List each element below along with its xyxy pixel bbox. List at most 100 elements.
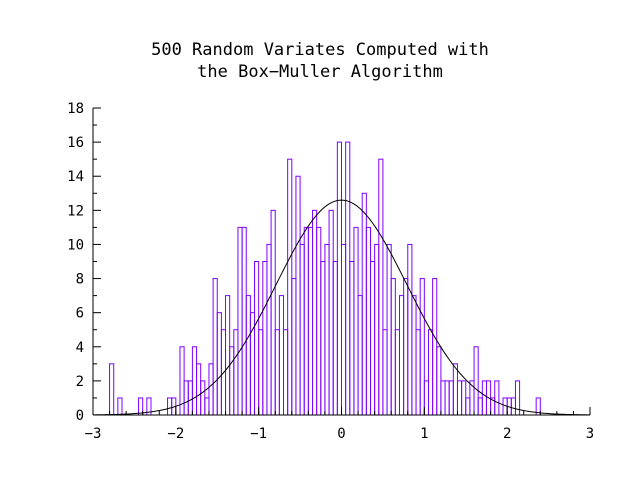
normal-density-curve <box>92 199 591 416</box>
histogram-bar <box>233 329 239 416</box>
histogram-bar <box>494 380 500 416</box>
histogram-bar <box>241 226 247 416</box>
y-tick-label: 6 <box>76 306 84 322</box>
y-tick-label: 14 <box>67 169 84 185</box>
histogram-bar <box>320 261 326 416</box>
histogram-bar <box>386 243 392 416</box>
x-tick-label: −1 <box>250 426 267 442</box>
histogram-bar <box>510 397 516 416</box>
histogram-bar <box>382 329 388 416</box>
histogram-bar <box>349 261 355 416</box>
histogram-bar <box>316 226 322 416</box>
histogram-bar <box>361 192 367 416</box>
histogram-bar <box>423 380 429 416</box>
y-tick-label: 10 <box>67 237 84 253</box>
histogram-bar <box>324 243 330 416</box>
histogram-bar <box>440 380 446 416</box>
histogram-bar <box>266 243 272 416</box>
histogram-bar <box>353 226 359 416</box>
x-tick-label: 1 <box>420 426 428 442</box>
density-curve-layer <box>92 199 591 416</box>
histogram-bar <box>312 209 318 416</box>
histogram-bar <box>208 363 214 416</box>
histogram-bar <box>291 278 297 416</box>
histogram-bar <box>341 243 347 416</box>
histogram-bar <box>258 329 264 416</box>
histogram-bar <box>212 278 218 416</box>
y-tick-label: 0 <box>76 408 84 424</box>
histogram-bar <box>229 346 235 416</box>
x-tick-label: −3 <box>85 426 102 442</box>
y-tick-label: 16 <box>67 135 84 151</box>
histogram-bar <box>254 261 260 416</box>
histogram-bar <box>477 397 483 416</box>
histogram-bar <box>183 380 189 416</box>
histogram-bar <box>419 278 425 416</box>
histogram-bar <box>237 226 243 416</box>
histogram-bar <box>411 295 417 416</box>
histogram-bar <box>481 380 487 416</box>
histogram-bar <box>187 380 193 416</box>
histogram-bar <box>332 261 338 416</box>
histogram-bar <box>270 209 276 416</box>
histogram-bar <box>436 346 442 416</box>
histogram-bar <box>283 329 289 416</box>
histogram-bar <box>262 261 268 416</box>
x-tick-label: 2 <box>503 426 511 442</box>
histogram-bar <box>225 295 231 416</box>
histogram-bar <box>274 329 280 416</box>
chart-title-line-2: the Box−Muller Algorithm <box>197 62 443 82</box>
y-tick-label: 2 <box>76 374 84 390</box>
histogram-bar <box>432 278 438 416</box>
chart-title-line-1: 500 Random Variates Computed with <box>151 40 489 60</box>
histogram-bars <box>109 141 541 416</box>
histogram-bar <box>245 295 251 416</box>
histogram-bar <box>365 226 371 416</box>
histogram-bar <box>287 158 293 416</box>
histogram-bar <box>461 380 467 416</box>
histogram-bar <box>336 141 343 416</box>
histogram-bar <box>448 380 454 416</box>
histogram-bar <box>196 363 202 416</box>
histogram-bar <box>278 295 285 416</box>
histogram-bar <box>328 209 334 416</box>
histogram-bar <box>191 346 198 416</box>
histogram-bar <box>473 346 479 416</box>
histogram-bar <box>200 380 206 416</box>
histogram-bar <box>390 278 396 416</box>
y-tick-label: 12 <box>67 203 84 219</box>
x-tick-label: 3 <box>586 426 594 442</box>
histogram-bar <box>407 243 413 416</box>
histogram-bar <box>109 363 115 416</box>
histogram-bar <box>299 243 305 416</box>
histogram-bar <box>167 397 173 416</box>
histogram-bar <box>216 312 222 416</box>
histogram-bar <box>456 380 463 416</box>
histogram-bar <box>465 397 471 416</box>
histogram-bar <box>369 261 376 416</box>
y-tick-label: 18 <box>67 101 84 117</box>
histogram-bar <box>204 397 210 416</box>
histogram-bar <box>415 329 421 416</box>
histogram-bar <box>117 397 123 416</box>
histogram-bar <box>403 278 409 416</box>
histogram-bar <box>357 295 363 416</box>
histogram-bar <box>394 329 400 416</box>
histogram-bar <box>295 175 301 416</box>
histogram-bar <box>398 295 405 416</box>
y-tick-label: 4 <box>76 340 84 356</box>
x-tick-label: −2 <box>167 426 184 442</box>
histogram-bar <box>374 243 380 416</box>
histogram-bar <box>452 363 458 416</box>
histogram-bar <box>378 158 384 416</box>
histogram-bar <box>444 380 450 416</box>
histogram-bar <box>303 226 309 416</box>
x-tick-label: 0 <box>337 426 345 442</box>
histogram-bar <box>307 226 314 416</box>
histogram-bar <box>427 329 434 416</box>
y-tick-label: 8 <box>76 272 84 288</box>
histogram-bar <box>345 141 351 416</box>
